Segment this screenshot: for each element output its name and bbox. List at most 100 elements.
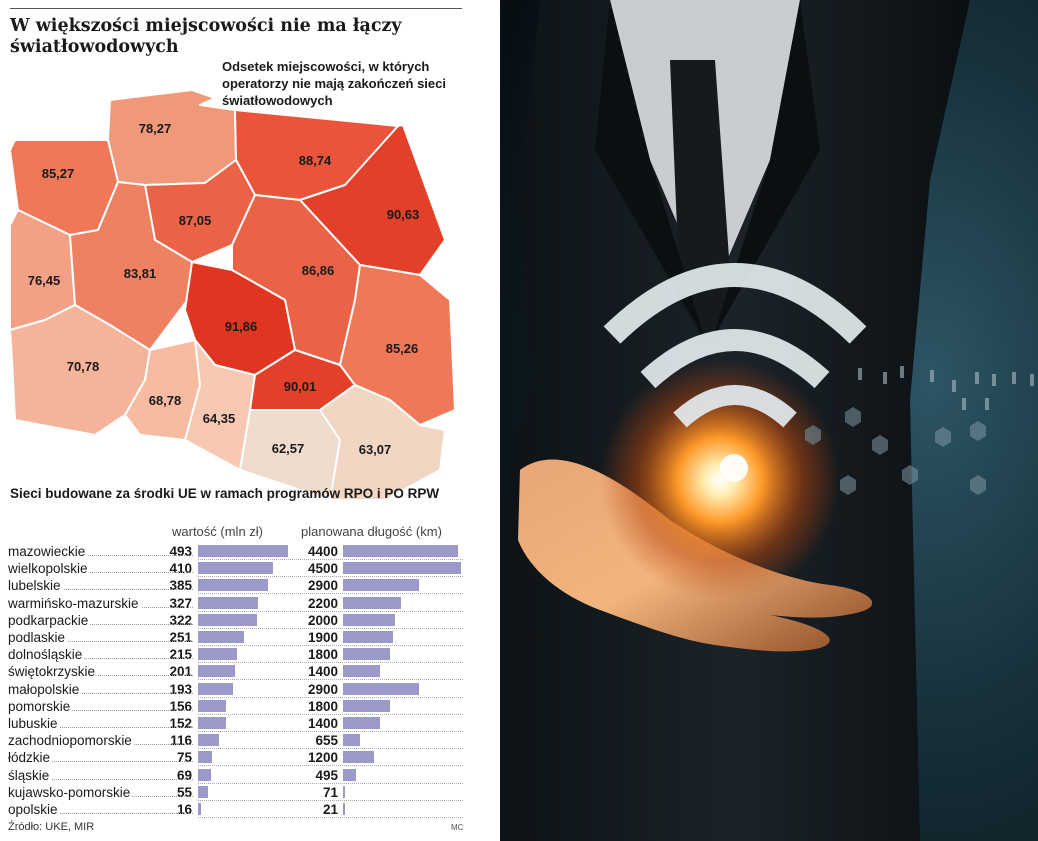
- value-mln-label: 322: [169, 612, 192, 628]
- value-mln-bar: [198, 803, 201, 815]
- value-mln-bar: [198, 596, 258, 609]
- value-mln-label: 385: [169, 578, 192, 594]
- region-name: pomorskie: [8, 697, 73, 715]
- table-row: pomorskie 156 1800: [0, 697, 470, 715]
- value-mln-bar: [198, 751, 212, 764]
- table-row: warmińsko-mazurskie 327 2200: [0, 594, 470, 612]
- row-leader-dots: [8, 623, 193, 625]
- map-region-value: 86,86: [302, 263, 335, 278]
- map-region: [107, 89, 237, 186]
- row-separator: [198, 782, 463, 784]
- value-mln-bar: [198, 682, 234, 695]
- region-name: podkarpackie: [8, 611, 91, 629]
- row-leader-dots: [8, 675, 193, 677]
- value-mln-bar: [198, 613, 257, 626]
- region-name: podlaskie: [8, 629, 68, 646]
- row-separator: [198, 593, 463, 595]
- table-row: dolnośląskie 215 1800: [0, 646, 470, 664]
- region-name: małopolskie: [8, 680, 82, 698]
- value-mln-bar: [198, 768, 211, 781]
- length-km-label: 2900: [307, 578, 338, 594]
- length-km-label: 4500: [307, 561, 338, 577]
- region-name: śląskie: [8, 766, 52, 784]
- length-km-label: 495: [315, 767, 338, 783]
- value-mln-label: 251: [169, 630, 192, 645]
- row-separator: [198, 731, 463, 732]
- value-mln-label: 16: [176, 802, 192, 817]
- length-km-bar: [343, 596, 401, 609]
- region-name: wielkopolskie: [8, 560, 90, 578]
- wifi-icon: [603, 263, 867, 482]
- table-row: świętokrzyskie 201 1400: [0, 663, 470, 681]
- value-mln-bar: [198, 699, 227, 712]
- value-mln-bar: [198, 785, 209, 798]
- table-row: zachodniopomorskie 116 655: [0, 732, 470, 750]
- value-mln-label: 69: [176, 767, 192, 783]
- map-region-value: 83,81: [124, 266, 157, 281]
- map-caption: Odsetek miejscowości, w których operator…: [222, 59, 446, 108]
- length-km-label: 1800: [307, 698, 338, 714]
- value-mln-bar: [198, 665, 235, 678]
- row-separator: [198, 662, 463, 664]
- bar-section-title: Sieci budowane za środki UE w ramach pro…: [10, 486, 440, 501]
- table-row: kujawsko-pomorskie 55 71: [0, 783, 470, 801]
- wifi-dot: [720, 454, 748, 482]
- length-km-bar: [343, 699, 391, 712]
- row-separator: [198, 645, 463, 646]
- length-km-label: 1200: [307, 750, 338, 766]
- map-region-value: 63,07: [359, 442, 392, 457]
- network-hexagons: [805, 407, 986, 495]
- infographic-title: W większości miejscowości nie ma łączy ś…: [10, 16, 402, 57]
- row-leader-dots: [8, 658, 193, 660]
- value-mln-label: 215: [169, 647, 192, 663]
- wifi-arc-inner: [673, 385, 797, 428]
- length-km-label: 4400: [307, 544, 338, 559]
- value-mln-bar: [198, 631, 244, 643]
- row-leader-dots: [8, 778, 193, 780]
- map-region-value: 88,74: [299, 153, 332, 168]
- map-region-value: 85,26: [386, 341, 419, 356]
- map-region-value: 90,63: [387, 207, 420, 222]
- table-row: lubuskie 152 1400: [0, 715, 470, 732]
- lapel-right: [712, 0, 820, 340]
- table-row: podkarpackie 322 2000: [0, 611, 470, 629]
- row-leader-dots: [8, 813, 193, 814]
- region-name: mazowieckie: [8, 543, 88, 560]
- value-mln-bar: [198, 545, 288, 557]
- region-name: świętokrzyskie: [8, 663, 98, 681]
- row-separator: [198, 748, 463, 750]
- table-row: opolskie 16 21: [0, 801, 470, 818]
- map-region-value: 70,78: [67, 359, 100, 374]
- row-separator: [198, 765, 463, 767]
- value-mln-label: 201: [169, 664, 192, 680]
- length-km-label: 21: [322, 802, 338, 817]
- poland-map: 78,27 88,74 85,27 87,05 90,63 76,45 83,81 86,86…: [9, 89, 456, 501]
- table-row: mazowieckie 493 4400: [0, 543, 470, 560]
- row-leader-dots: [8, 727, 193, 728]
- row-separator: [198, 799, 463, 801]
- value-mln-label: 410: [169, 561, 192, 577]
- row-leader-dots: [8, 589, 193, 591]
- value-mln-bar: [198, 648, 238, 661]
- length-km-bar: [343, 751, 375, 764]
- row-separator: [198, 696, 463, 698]
- row-separator: [198, 576, 463, 578]
- length-km-label: 1900: [307, 630, 338, 645]
- value-mln-label: 156: [169, 698, 192, 714]
- table-row: śląskie 69 495: [0, 766, 470, 784]
- length-km-bar: [343, 562, 461, 575]
- length-km-label: 1800: [307, 647, 338, 663]
- value-mln-bar: [198, 562, 273, 575]
- value-mln-bar: [198, 579, 269, 592]
- row-leader-dots: [8, 692, 193, 694]
- region-name: zachodniopomorskie: [8, 732, 134, 750]
- length-km-bar: [343, 579, 420, 592]
- map-region-value: 62,57: [272, 441, 305, 456]
- length-km-bar: [343, 803, 345, 815]
- row-separator: [198, 559, 463, 560]
- row-leader-dots: [8, 709, 193, 711]
- map-region-value: 91,86: [225, 319, 258, 334]
- table-row: podlaskie 251 1900: [0, 629, 470, 646]
- length-km-bar: [343, 648, 391, 661]
- region-name: warmińsko-mazurskie: [8, 594, 141, 612]
